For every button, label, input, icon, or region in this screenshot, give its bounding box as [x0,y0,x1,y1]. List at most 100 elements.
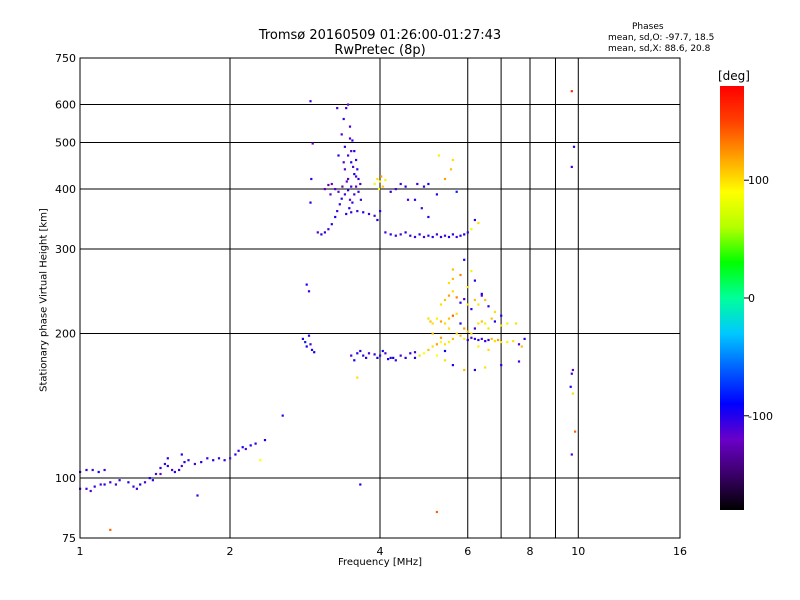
colorbar-tick-label: 0 [748,292,755,305]
echo-point [159,472,162,476]
echo-point [443,177,447,181]
echo-point [310,177,313,181]
echo-point [389,233,392,236]
phases-x-mode: mean, sd,X: 88.6, 20.8 [608,44,711,54]
x-axis-title: Frequency [MHz] [337,557,423,568]
echo-point [353,173,356,176]
echo-point [431,322,434,325]
echo-point [447,317,451,320]
echo-point [350,211,353,214]
x-tick-label: 4 [377,545,384,558]
echo-point [223,459,226,462]
echo-point [455,235,458,239]
echo-point [463,258,466,261]
echo-point [413,198,417,201]
echo-point [404,231,407,234]
y-tick-label: 75 [62,532,76,545]
echo-point [459,301,462,304]
echo-point [367,352,371,355]
echo-point [439,235,443,239]
echo-point [439,303,443,306]
echo-point [459,334,462,337]
echo-point [327,183,330,187]
echo-point [384,178,387,182]
echo-point [376,218,379,222]
echo-point [351,139,354,142]
echo-point [347,177,350,181]
echo-point [373,353,376,356]
echo-point [367,212,371,216]
echo-point [447,235,451,239]
echo-point [348,198,352,201]
echo-point [484,322,487,325]
phases-o-mode: mean, sd,O: -97.7, 18.5 [608,33,715,43]
echo-point [431,332,434,335]
echo-point [463,327,466,330]
x-tick-label: 1 [77,545,84,558]
echo-point [362,211,365,214]
y-tick-label: 300 [55,243,76,256]
echo-point [365,356,368,359]
colorbar-tick-label: 100 [748,174,769,187]
echo-point [343,168,346,171]
echo-point [435,343,438,346]
echo-point [163,462,166,466]
echo-point [389,356,392,359]
echo-point [439,336,443,339]
echo-point [493,320,496,323]
y-tick-label: 750 [55,52,76,65]
echo-point [359,198,362,201]
echo-point [379,180,382,183]
echo-point [431,235,434,239]
x-tick-label: 10 [571,545,585,558]
echo-point [353,150,356,153]
echo-point [394,359,397,362]
echo-point [329,193,332,196]
echo-point [451,364,454,367]
echo-point [466,330,469,333]
echo-point [99,483,102,486]
echo-point [154,472,158,476]
echo-point [520,345,523,348]
echo-point [357,177,360,181]
echo-point [487,348,490,351]
echo-point [373,182,376,186]
echo-point [484,340,487,343]
echo-point [517,360,521,363]
echo-point [178,468,181,472]
echo-point [459,322,462,325]
echo-point [463,298,466,301]
echo-point [470,270,473,273]
echo-point [429,320,432,323]
echo-point [490,317,493,320]
echo-point [435,233,438,236]
echo-point [435,510,438,514]
echo-point [418,354,421,357]
echo-point [470,308,473,311]
echo-point [166,464,169,468]
colorbar [720,86,744,510]
echo-point [437,154,440,157]
echo-point [379,354,382,357]
echo-point [439,341,443,344]
echo-point [451,233,454,236]
echo-point [447,341,451,344]
echo-point [342,161,345,164]
echo-point [309,343,312,346]
echo-point [487,327,490,330]
echo-point [241,446,244,449]
echo-point [180,464,183,468]
echo-point [427,348,430,351]
echo-point [337,190,340,193]
echo-point [109,481,112,484]
echo-point [477,322,480,325]
echo-point [348,137,352,140]
echo-point [91,468,94,472]
colorbar-ticks: 100 0 -100 [744,174,773,423]
echo-point [183,461,186,464]
echo-point [470,332,473,335]
echo-point [345,180,348,183]
echo-point [259,459,262,462]
echo-point [379,210,382,213]
